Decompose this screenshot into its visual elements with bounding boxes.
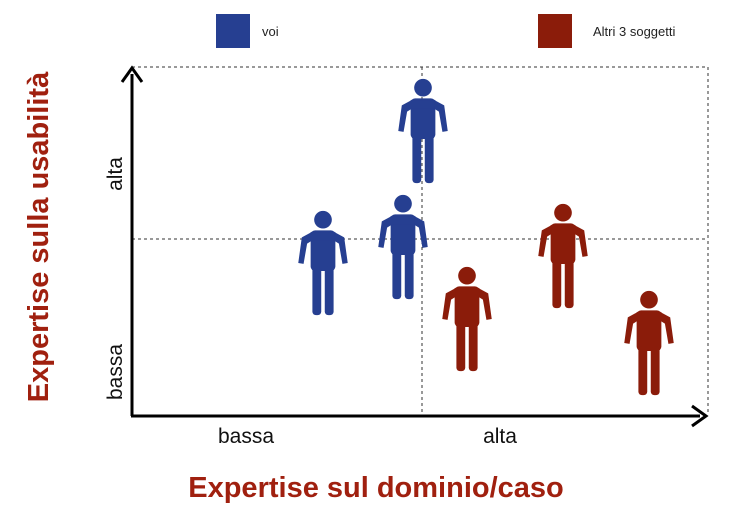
y-tick-alta: alta [104,157,127,191]
person-icon-voi-1 [398,78,448,184]
y-axis-arrowhead [120,65,144,83]
person-icon-altri-1 [442,266,492,372]
x-tick-bassa: bassa [218,425,274,448]
legend-item-voi: voi [216,14,279,48]
person-icon-altri-2 [538,203,588,309]
legend-swatch-altri [538,14,572,48]
people-figures [298,78,674,396]
person-icon-voi-2 [298,210,348,316]
axes [120,65,709,428]
y-tick-bassa: bassa [104,344,127,400]
legend-label-voi: voi [262,24,279,39]
y-axis-title: Expertise sulla usabilità [23,71,55,402]
legend-label-altri: Altri 3 soggetti [593,24,675,39]
legend: voi Altri 3 soggetti [216,14,675,48]
x-axis-arrowhead [691,404,709,428]
x-tick-alta: alta [483,425,517,448]
legend-swatch-voi [216,14,250,48]
legend-item-altri: Altri 3 soggetti [538,14,675,48]
person-icon-voi-3 [378,194,428,300]
axis-titles: Expertise sul dominio/caso Expertise sul… [23,71,564,504]
quadrant-grid [132,66,709,415]
x-axis-title: Expertise sul dominio/caso [188,472,564,504]
tick-labels: bassa alta bassa alta [104,157,517,448]
person-icon-altri-3 [624,290,674,396]
